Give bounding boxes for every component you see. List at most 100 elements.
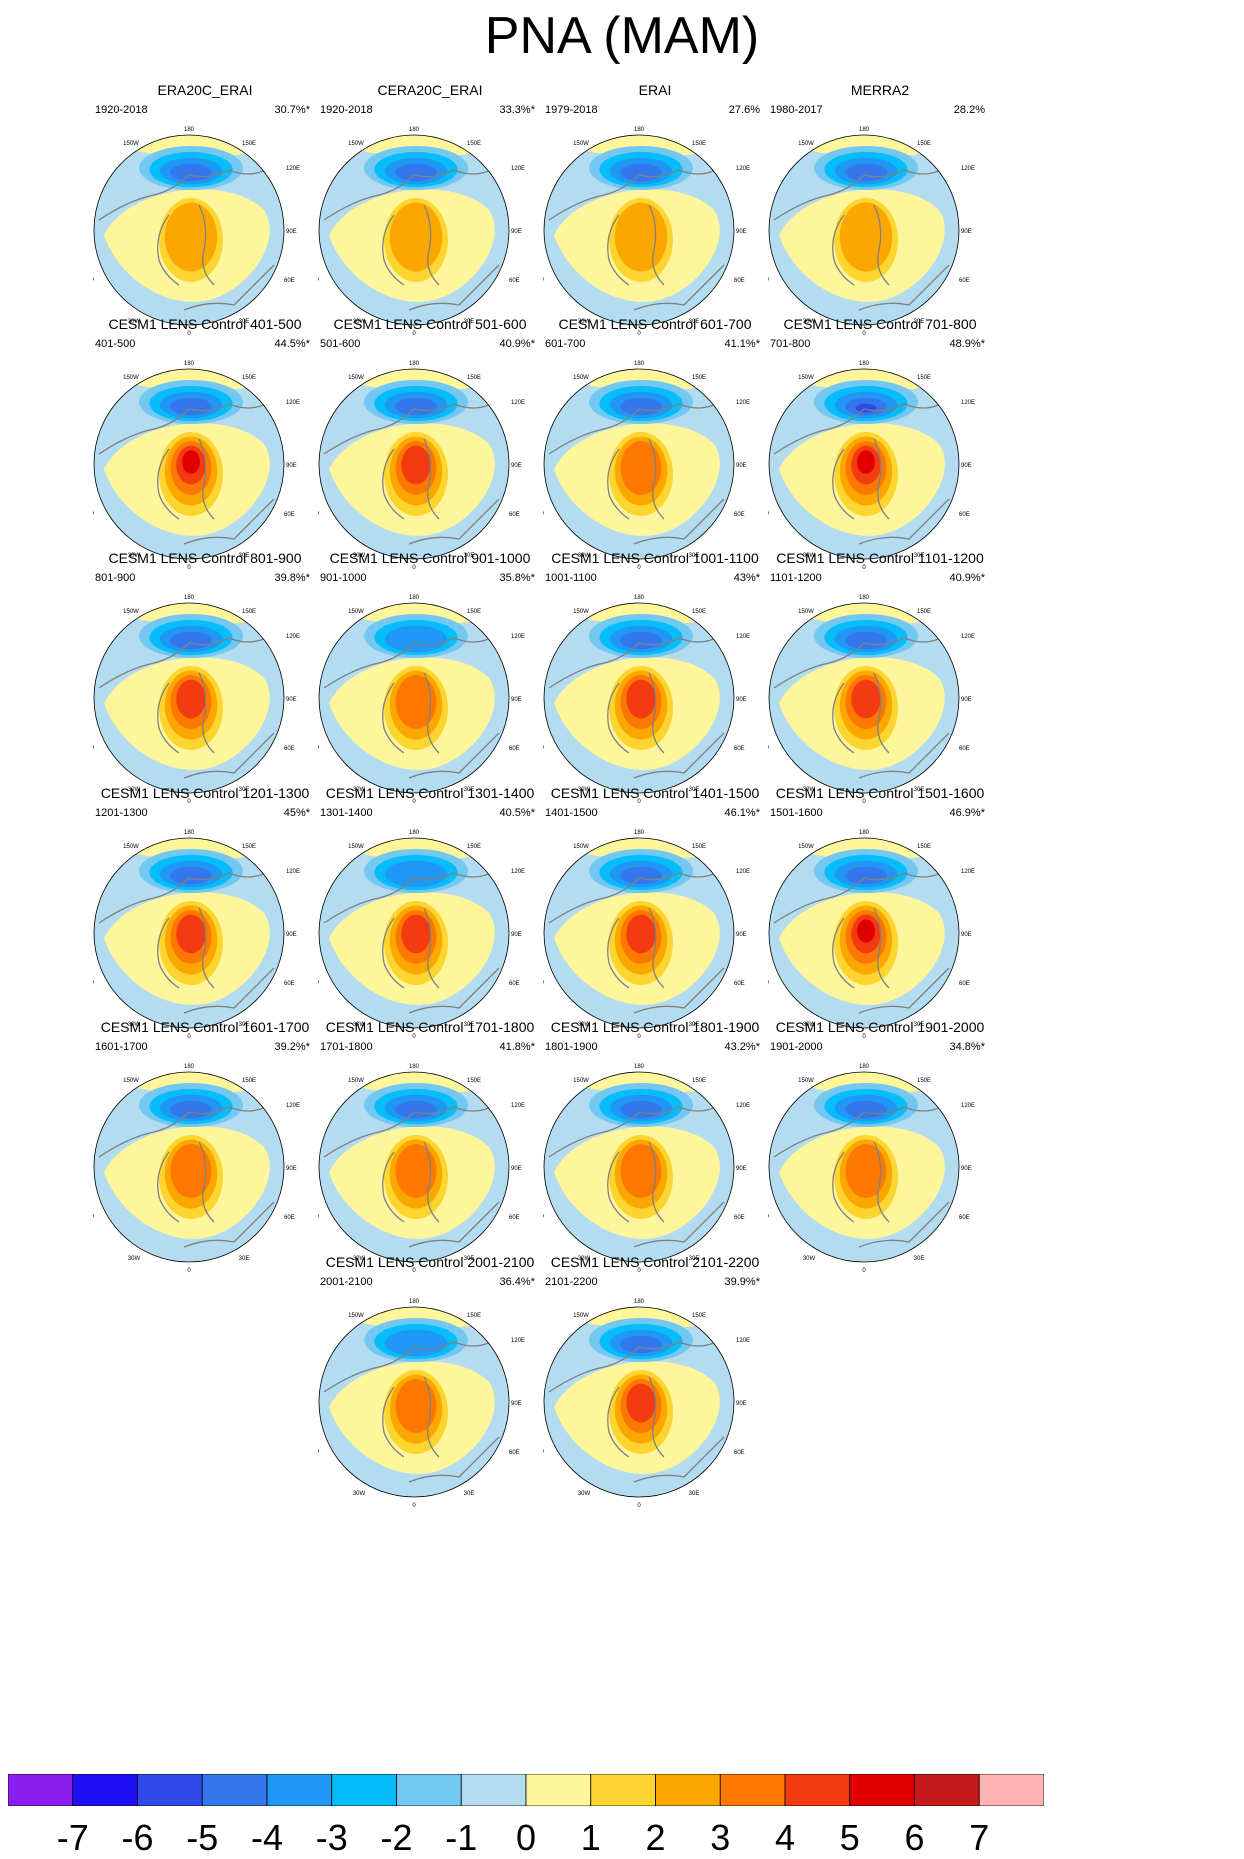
map-outline [93,837,285,1029]
negative-contour-4 [845,866,887,885]
colorbar-segment [331,1774,397,1806]
coastline [98,867,275,1014]
lon-label: 0 [862,565,866,571]
colorbar-tick-label: 6 [904,1817,925,1858]
positive-contour-3 [395,1379,437,1433]
lon-label: 30W [578,319,591,325]
lon-label: 60E [509,981,520,987]
lon-label: 120E [961,869,975,875]
lon-label: 150E [692,609,706,615]
polar-map: 180150W150E120W120E90W90E60W60E30W30E0 [93,1064,300,1274]
map-outline [318,1306,510,1498]
lon-label: 0 [412,565,416,571]
lon-label: 120E [736,634,750,640]
lon-label: 90E [961,229,972,235]
coastline [773,632,950,779]
coastline [548,1336,725,1483]
lon-label: 0 [187,565,191,571]
negative-contour-3 [384,1329,448,1357]
colorbar-segment [590,1774,656,1806]
panel-title: CESM1 LENS Control 1201-1300 [100,785,310,801]
lon-label: 120E [286,869,300,875]
lon-label: 150E [242,1078,256,1084]
lon-label: 120E [286,166,300,172]
pattern-field [544,1307,734,1497]
polar-map: 180150W150E120W120E90W90E60W60E30W30E0 [318,1299,525,1509]
lon-label: 30W [353,1022,366,1028]
colorbar-segment [719,1774,786,1806]
lon-label: 30E [239,553,250,559]
lon-label: 150W [798,141,814,147]
coastline [98,1101,275,1248]
coastline [548,398,725,545]
lon-label: 150W [123,375,139,381]
lon-label: 150W [348,375,364,381]
coastline [773,1101,950,1248]
panel-variance: 39.8%* [274,572,310,584]
colorbar-tick-label: 5 [839,1817,860,1858]
lon-label: 120E [736,1103,750,1109]
colorbar-tick-label: -7 [56,1817,89,1858]
lon-label: 30E [239,1022,250,1028]
figure-title: PNA (MAM) [484,7,760,65]
lon-label: 60W [543,278,544,284]
panel-variance: 44.5%* [274,338,310,350]
map-outline [93,602,285,794]
lon-label: 150W [798,375,814,381]
positive-contour-2 [839,202,893,272]
lon-label: 90E [511,697,522,703]
coastline [98,164,275,311]
lon-label: 60W [543,1450,544,1456]
lon-label: 30W [803,553,816,559]
lon-label: 30E [464,787,475,793]
lon-label: 150E [242,844,256,850]
lon-label: 0 [412,1034,416,1040]
lon-label: 180 [409,1064,420,1070]
polar-map: 180150W150E120W120E90W90E60W60E30W30E0 [543,127,750,337]
lon-label: 30W [578,787,591,793]
pattern-field [94,369,284,559]
negative-contour-3 [384,625,448,653]
positive-contour-3 [620,441,662,495]
panel-period: 501-600 [320,338,361,350]
lon-label: 150W [573,141,589,147]
lon-label: 0 [862,1268,866,1274]
lon-label: 30E [464,1256,475,1262]
lon-label: 30E [689,319,700,325]
lon-label: 0 [862,1034,866,1040]
pattern-field [319,1307,509,1497]
lon-label: 120E [736,869,750,875]
lon-label: 90E [511,1166,522,1172]
map-panel: CESM1 LENS Control 2101-2200 2101-2200 39.… [525,1254,785,1529]
positive-contour-4 [176,679,206,719]
lon-label: 60W [318,278,319,284]
lon-label: 180 [409,830,420,836]
polar-map: 180150W150E120W120E90W90E60W60E30W30E0 [93,127,300,337]
panel-title: CESM1 LENS Control 601-700 [558,316,752,332]
colorbar-tick-label: 0 [515,1817,537,1858]
pattern-field [769,135,959,325]
lon-label: 30W [803,787,816,793]
map-outline [543,1071,735,1263]
panel-title: CESM1 LENS Control 1001-1100 [551,550,759,566]
map-outline [543,1306,735,1498]
colorbar-segment [849,1774,915,1806]
positive-contour-3 [845,1144,887,1198]
lon-label: 30W [128,1256,141,1262]
negative-contour-4 [620,1335,662,1354]
colorbar-segment [525,1774,592,1806]
lon-label: 30W [353,1491,366,1497]
map-panel: CESM1 LENS Control 1301-1400 1301-1400 40.… [300,785,560,1060]
coastline [773,867,950,1014]
lon-label: 30W [353,319,366,325]
colorbar-segment [266,1774,333,1806]
negative-contour-4 [170,163,212,182]
lon-label: 0 [862,799,866,805]
negative-contour-4 [620,631,662,650]
panel-variance: 46.1%* [724,807,760,819]
lon-label: 120E [961,166,975,172]
panel-variance: 34.8%* [949,1041,985,1053]
lon-label: 30W [578,1491,591,1497]
colorbar-tick-label: -5 [186,1817,219,1858]
colorbar [8,1774,1044,1806]
